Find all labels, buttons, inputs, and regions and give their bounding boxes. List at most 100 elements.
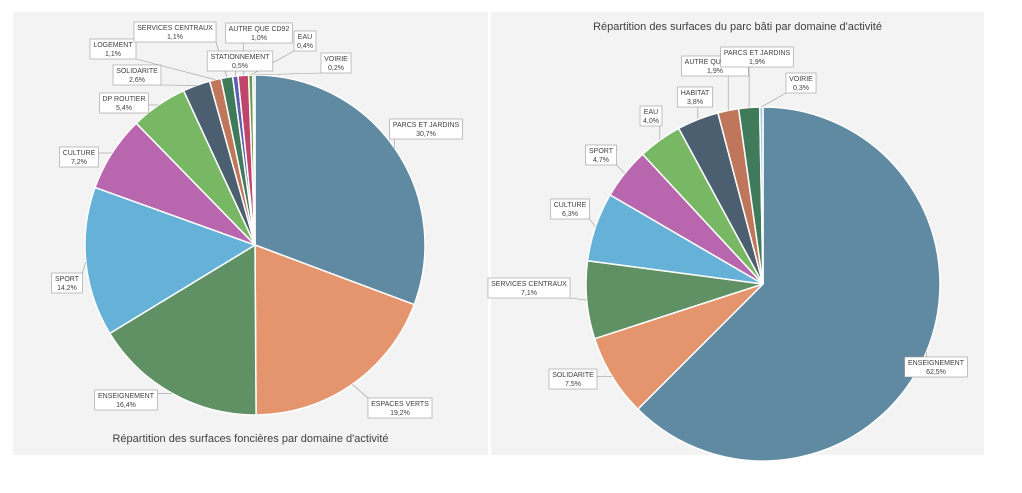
- data-label-category: PARCS ET JARDINS: [724, 50, 791, 57]
- data-label-espaces-verts: ESPACES VERTS 19,2%: [367, 397, 433, 419]
- leader-line-culture: [589, 218, 596, 227]
- pie-labels: ENSEIGNEMENT 62,5% SOLIDARITE 7,5% SERVICES …: [487, 46, 968, 390]
- data-label-box: [320, 52, 352, 74]
- data-label-value: 7,1%: [521, 290, 537, 297]
- data-label-category: EAU: [298, 34, 312, 41]
- pie-chart-parc-bati: ENSEIGNEMENT 62,5% SOLIDARITE 7,5% SERVICES …: [487, 46, 968, 462]
- data-label-category: VOIRIE: [324, 56, 348, 63]
- data-label-category: CULTURE: [63, 150, 96, 157]
- data-label-box: [206, 50, 274, 72]
- data-label-autre-que-cd92: AUTRE QUE CD92 1,0%: [225, 22, 293, 44]
- data-label-category: EAU: [644, 109, 658, 116]
- data-label-box: [639, 105, 663, 127]
- data-label-value: 62,5%: [926, 369, 946, 376]
- data-label-box: [548, 368, 598, 390]
- data-label-parcs-et-jardins: PARCS ET JARDINS 30,7%: [389, 118, 463, 140]
- pie-slice-enseignement: [108, 243, 257, 416]
- data-label-box: [487, 277, 571, 299]
- data-label-voirie: VOIRIE 0,2%: [320, 52, 352, 74]
- data-label-value: 1,1%: [167, 34, 183, 41]
- data-label-value: 7,2%: [71, 159, 87, 166]
- data-label-category: AUTRE QUE CD92: [685, 59, 746, 66]
- data-label-habitat: HABITAT 3,8%: [677, 86, 713, 108]
- data-label-value: 5,4%: [116, 105, 132, 112]
- data-label-culture: CULTURE 7,2%: [59, 146, 99, 168]
- data-label-box: [720, 46, 794, 68]
- pie-slice-enseignement: [636, 106, 941, 462]
- data-label-value: 16,4%: [116, 402, 136, 409]
- data-label-voirie: VOIRIE 0,3%: [785, 72, 817, 94]
- data-label-stationnement: STATIONNEMENT 0,5%: [206, 50, 274, 72]
- leader-line-espaces-verts: [352, 384, 369, 399]
- data-label-category: SERVICES CENTRAUX: [491, 281, 567, 288]
- data-label-value: 30,7%: [416, 131, 436, 138]
- data-label-value: 0,3%: [793, 85, 809, 92]
- data-label-category: PARCS ET JARDINS: [393, 122, 460, 129]
- data-label-category: ESPACES VERTS: [371, 401, 429, 408]
- chart-title-surfaces-foncieres: Répartition des surfaces foncières par d…: [112, 433, 389, 445]
- data-label-box: [293, 30, 317, 52]
- data-label-enseignement: ENSEIGNEMENT 62,5%: [904, 356, 968, 378]
- data-label-solidarite: SOLIDARITE 7,5%: [548, 368, 598, 390]
- data-label-enseignement: ENSEIGNEMENT 16,4%: [94, 389, 158, 411]
- data-label-value: 2,6%: [129, 77, 145, 84]
- data-label-sport: SPORT 4,7%: [585, 144, 617, 166]
- data-label-value: 6,3%: [562, 211, 578, 218]
- data-label-box: [59, 146, 99, 168]
- chart-panel-surfaces-foncieres: PARCS ET JARDINS 30,7% ESPACES VERTS 19,2% E…: [13, 12, 488, 455]
- data-label-category: SERVICES CENTRAUX: [137, 25, 213, 32]
- data-label-category: SPORT: [55, 276, 80, 283]
- data-label-category: HABITAT: [681, 90, 710, 97]
- leader-line-sport: [616, 164, 626, 174]
- data-label-parcs-et-jardins: PARCS ET JARDINS 1,9%: [720, 46, 794, 68]
- data-label-eau: EAU 0,4%: [293, 30, 317, 52]
- data-label-box: [367, 397, 433, 419]
- data-label-value: 4,7%: [593, 157, 609, 164]
- data-label-category: CULTURE: [554, 202, 587, 209]
- data-label-value: 1,1%: [105, 51, 121, 58]
- data-label-services-centraux: SERVICES CENTRAUX 1,1%: [133, 21, 217, 43]
- pie-leaders: [569, 67, 927, 377]
- pie-leaders: [82, 41, 395, 399]
- data-label-value: 19,2%: [390, 410, 410, 417]
- data-label-box: [904, 356, 968, 378]
- data-label-box: [51, 272, 83, 294]
- data-label-value: 0,2%: [328, 65, 344, 72]
- data-label-category: SOLIDARITE: [552, 372, 594, 379]
- data-label-category: ENSEIGNEMENT: [98, 393, 155, 400]
- data-label-box: [677, 86, 713, 108]
- data-label-culture: CULTURE 6,3%: [550, 198, 590, 220]
- data-label-category: STATIONNEMENT: [211, 54, 271, 61]
- data-label-category: AUTRE QUE CD92: [229, 26, 290, 33]
- data-label-category: LOGEMENT: [93, 42, 133, 49]
- chart-panel-parc-bati: ENSEIGNEMENT 62,5% SOLIDARITE 7,5% SERVICES …: [487, 12, 984, 462]
- pie-slice-espaces-verts: [254, 243, 416, 416]
- leader-line-voirie: [253, 72, 321, 76]
- data-label-value: 1,9%: [749, 59, 765, 66]
- data-label-box: [99, 92, 149, 114]
- data-label-value: 3,8%: [687, 99, 703, 106]
- data-label-box: [389, 118, 463, 140]
- data-label-services-centraux: SERVICES CENTRAUX 7,1%: [487, 277, 571, 299]
- data-label-value: 1,0%: [251, 35, 267, 42]
- data-label-category: ENSEIGNEMENT: [908, 360, 965, 367]
- data-label-value: 4,0%: [643, 118, 659, 125]
- data-label-solidarite: SOLIDARITE 2,6%: [112, 64, 162, 86]
- chart-title-parc-bati: Répartition des surfaces du parc bâti pa…: [593, 21, 882, 33]
- data-label-value: 7,5%: [565, 381, 581, 388]
- data-label-box: [94, 389, 158, 411]
- pie-slice-parcs-et-jardins: [254, 74, 426, 306]
- data-label-dp-routier: DP ROUTIER 5,4%: [99, 92, 149, 114]
- data-label-category: VOIRIE: [789, 76, 813, 83]
- leader-line-sport: [82, 261, 87, 274]
- data-label-value: 0,4%: [297, 43, 313, 50]
- data-label-category: SOLIDARITE: [116, 68, 158, 75]
- data-label-value: 14,2%: [57, 285, 77, 292]
- data-label-box: [585, 144, 617, 166]
- leader-line-logement: [135, 58, 216, 80]
- data-label-value: 0,5%: [232, 63, 248, 70]
- data-label-logement: LOGEMENT 1,1%: [89, 38, 137, 60]
- data-label-eau: EAU 4,0%: [639, 105, 663, 127]
